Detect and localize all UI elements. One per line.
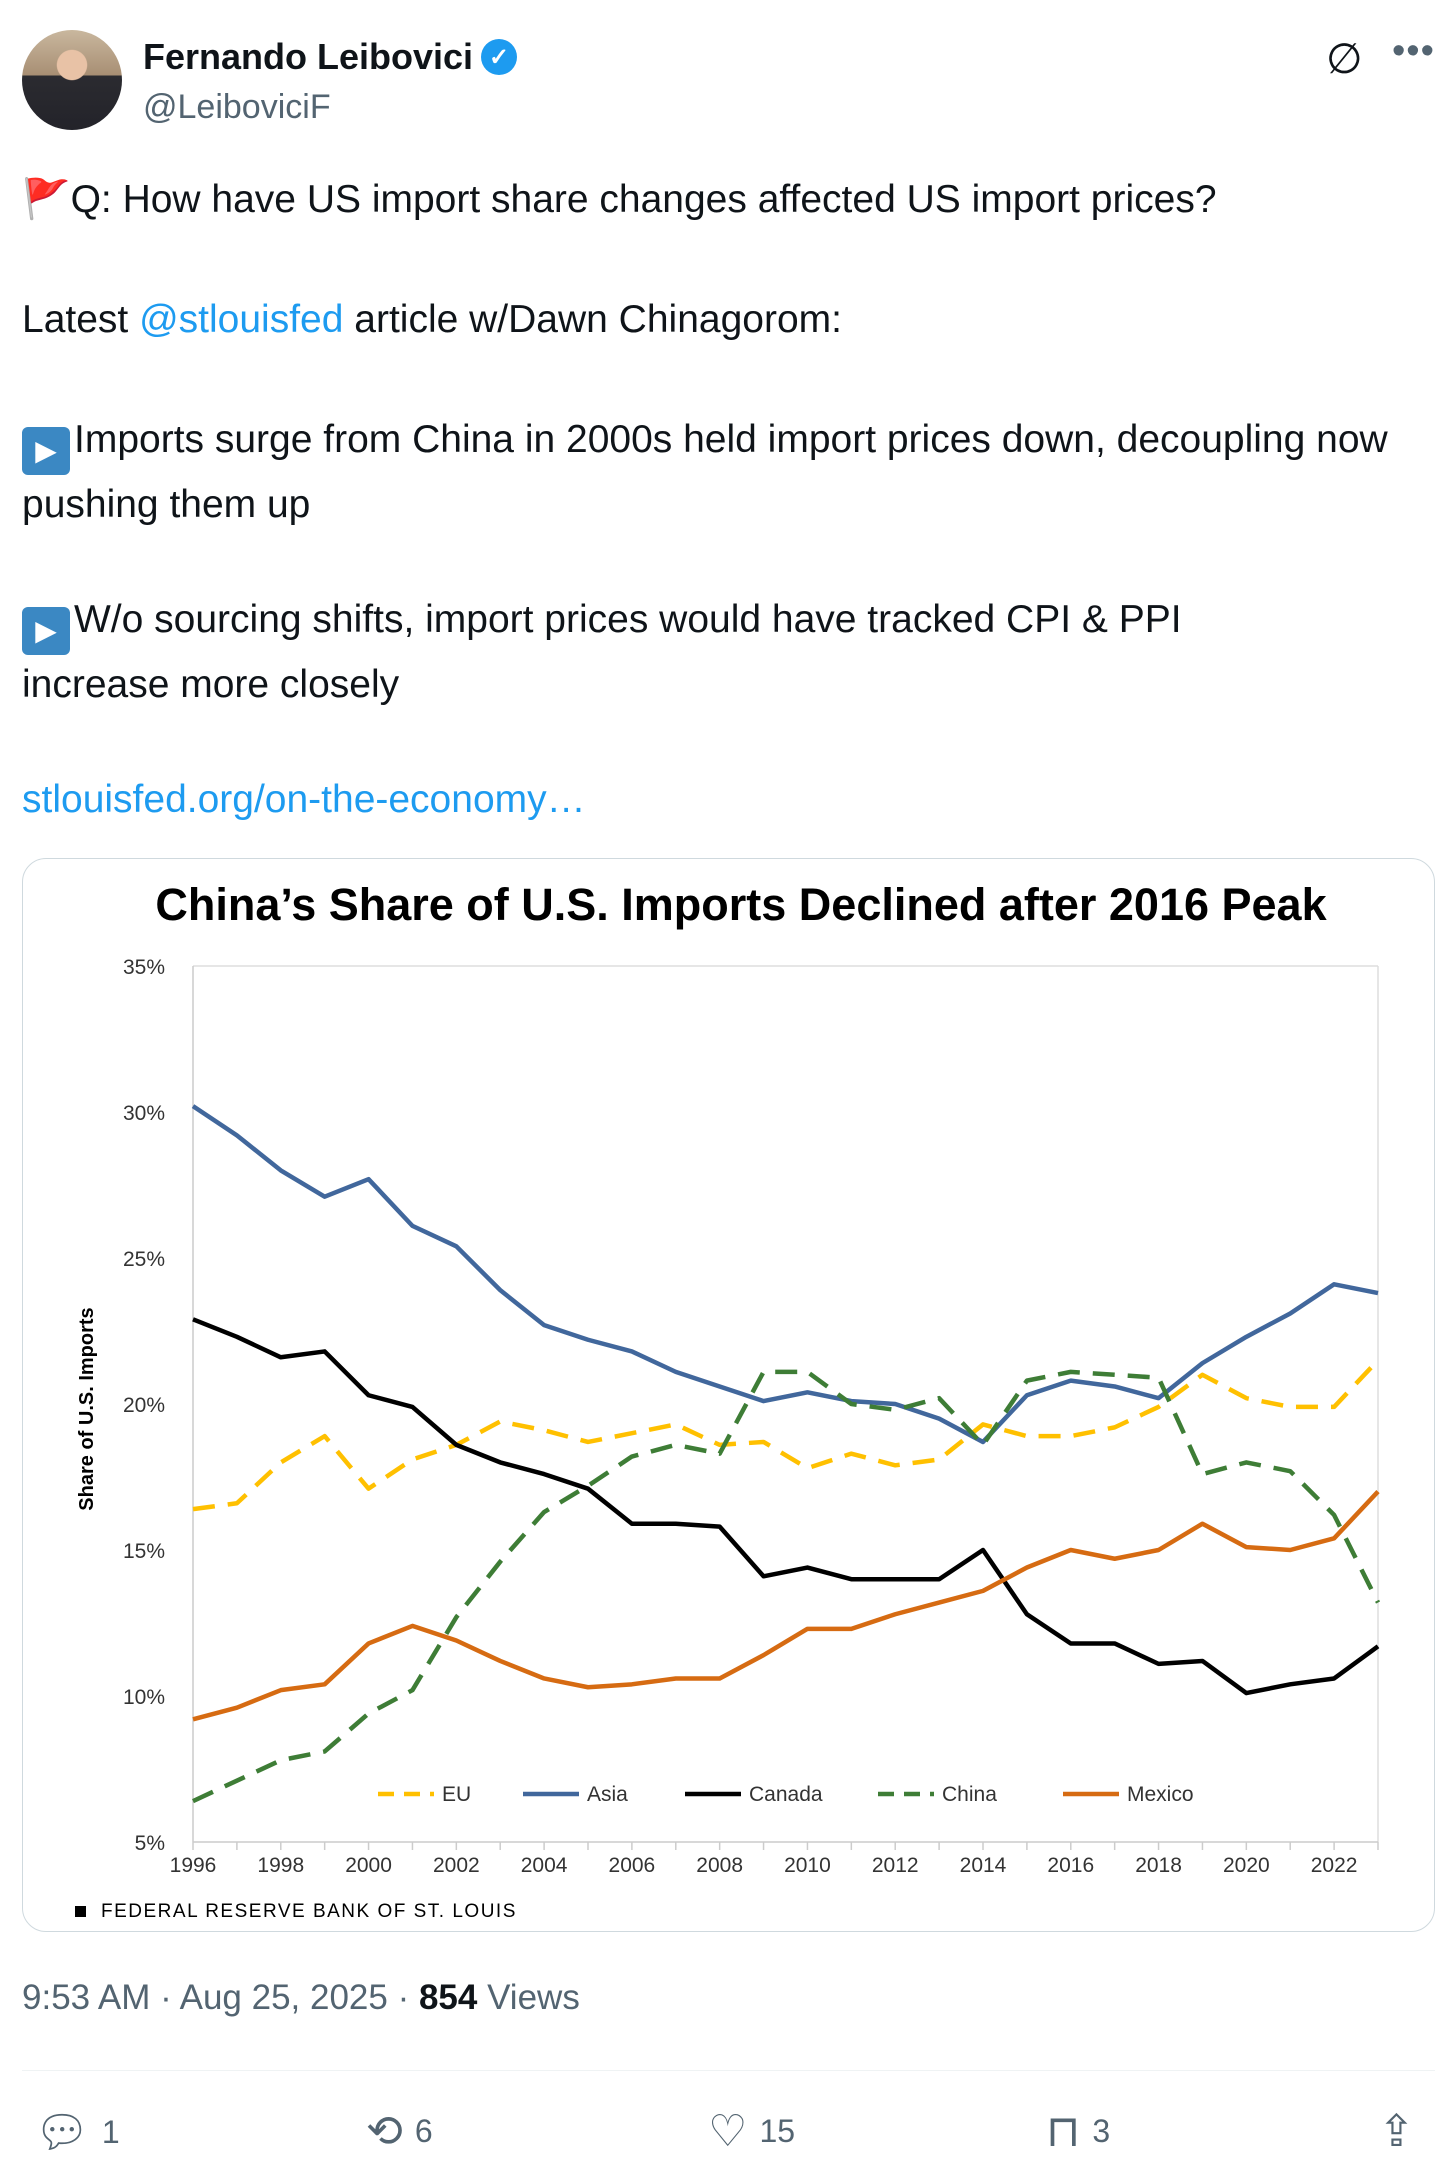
author-name-text: Fernando Leibovici bbox=[143, 36, 474, 77]
x-tick-label: 2006 bbox=[609, 1854, 656, 1877]
legend-label-mexico: Mexico bbox=[1127, 1783, 1194, 1806]
time[interactable]: 9:53 AM bbox=[22, 1978, 151, 2017]
x-tick-label: 2010 bbox=[784, 1854, 831, 1877]
mention-link[interactable]: @stlouisfed bbox=[139, 298, 344, 341]
x-tick-label: 2014 bbox=[960, 1854, 1007, 1877]
divider bbox=[22, 2070, 1435, 2071]
series-line-china bbox=[192, 1369, 1381, 1804]
share-button[interactable]: ⇪ bbox=[1378, 2106, 1415, 2157]
grok-icon[interactable]: ∅ bbox=[1326, 35, 1363, 82]
like-count: 15 bbox=[759, 2113, 796, 2149]
more-options-icon[interactable]: ••• bbox=[1392, 30, 1435, 72]
series-line-eu bbox=[192, 1358, 1380, 1512]
chart-image[interactable]: China’s Share of U.S. Imports Declined a… bbox=[22, 858, 1435, 1932]
avatar[interactable] bbox=[22, 30, 122, 130]
series-line-asia bbox=[191, 1104, 1379, 1445]
like-button[interactable]: ♡ 15 bbox=[708, 2106, 795, 2157]
x-tick-label: 2020 bbox=[1223, 1854, 1270, 1877]
chart-title: China’s Share of U.S. Imports Declined a… bbox=[155, 879, 1327, 930]
tweet-bullet-2: ▶ W/o sourcing shifts, import prices woul… bbox=[22, 590, 1322, 715]
x-tick-label: 2022 bbox=[1311, 1854, 1358, 1877]
y-tick-label: 10% bbox=[123, 1686, 165, 1709]
bookmark-count: 3 bbox=[1092, 2113, 1111, 2149]
x-tick-label: 2016 bbox=[1047, 1854, 1094, 1877]
line-chart: China’s Share of U.S. Imports Declined a… bbox=[75, 879, 1381, 1922]
x-tick-label: 1998 bbox=[257, 1854, 304, 1877]
legend-label-canada: Canada bbox=[749, 1783, 823, 1806]
x-tick-label: 1996 bbox=[170, 1854, 217, 1877]
bookmark-icon: ⊓ bbox=[1046, 2107, 1081, 2156]
legend-label-asia: Asia bbox=[587, 1783, 628, 1806]
y-tick-label: 25% bbox=[123, 1248, 165, 1271]
reply-icon: 💬︎ bbox=[34, 2108, 90, 2157]
x-tick-label: 2012 bbox=[872, 1854, 919, 1877]
text: Imports surge from China in 2000s held i… bbox=[22, 418, 1388, 526]
share-icon: ⇪ bbox=[1378, 2107, 1415, 2156]
source-label: FEDERAL RESERVE BANK OF ST. LOUIS bbox=[101, 1901, 517, 1922]
repost-icon: ⟲ bbox=[366, 2107, 403, 2156]
reply-button[interactable]: 💬︎ 1 bbox=[34, 2106, 120, 2158]
y-axis-label: Share of U.S. Imports bbox=[76, 1307, 98, 1510]
article-link[interactable]: stlouisfed.org/on-the-economy… bbox=[22, 778, 586, 821]
red-flag-icon: 🚩 bbox=[22, 178, 71, 221]
y-tick-label: 20% bbox=[123, 1394, 165, 1417]
author-name[interactable]: Fernando Leibovici ✓ bbox=[143, 36, 518, 78]
x-tick-label: 2002 bbox=[433, 1854, 480, 1877]
tweet-bullet-1: ▶ Imports surge from China in 2000s held … bbox=[22, 410, 1442, 535]
play-button-icon: ▶ bbox=[22, 427, 70, 475]
text: W/o sourcing shifts, import prices would… bbox=[22, 598, 1182, 706]
repost-count: 6 bbox=[414, 2113, 433, 2149]
reply-count: 1 bbox=[101, 2113, 120, 2150]
play-button-icon: ▶ bbox=[22, 607, 70, 655]
x-tick-label: 2000 bbox=[345, 1854, 392, 1877]
tweet-line-1: 🚩Q: How have US import share changes aff… bbox=[22, 170, 1442, 230]
tweet-question: Q: How have US import share changes affe… bbox=[70, 178, 1217, 221]
bookmark-button[interactable]: ⊓ 3 bbox=[1046, 2106, 1110, 2157]
legend-label-china: China bbox=[942, 1783, 997, 1806]
y-tick-label: 35% bbox=[123, 956, 165, 979]
text: Latest bbox=[22, 298, 140, 341]
tweet-line-2: Latest @stlouisfed article w/Dawn Chinag… bbox=[22, 290, 1442, 350]
views-label: Views bbox=[477, 1978, 580, 2017]
views-count: 854 bbox=[418, 1978, 478, 2017]
series-line-mexico bbox=[192, 1490, 1380, 1722]
date[interactable]: Aug 25, 2025 bbox=[179, 1978, 388, 2017]
x-tick-label: 2008 bbox=[696, 1854, 743, 1877]
x-tick-label: 2004 bbox=[521, 1854, 568, 1877]
legend-label-eu: EU bbox=[442, 1783, 471, 1806]
author-handle[interactable]: @LeiboviciF bbox=[143, 88, 331, 126]
heart-icon: ♡ bbox=[708, 2107, 748, 2156]
y-tick-label: 5% bbox=[135, 1832, 165, 1855]
x-tick-label: 2018 bbox=[1135, 1854, 1182, 1877]
y-tick-label: 30% bbox=[123, 1102, 165, 1125]
y-tick-label: 15% bbox=[123, 1540, 165, 1563]
text: article w/Dawn Chinagorom: bbox=[343, 298, 842, 341]
tweet-meta: 9:53 AM · Aug 25, 2025 · 854 Views bbox=[22, 1978, 580, 2017]
source-square-icon bbox=[75, 1906, 86, 1917]
verified-badge-icon: ✓ bbox=[481, 39, 518, 75]
repost-button[interactable]: ⟲ 6 bbox=[366, 2106, 433, 2157]
series-line-canada bbox=[192, 1317, 1380, 1696]
